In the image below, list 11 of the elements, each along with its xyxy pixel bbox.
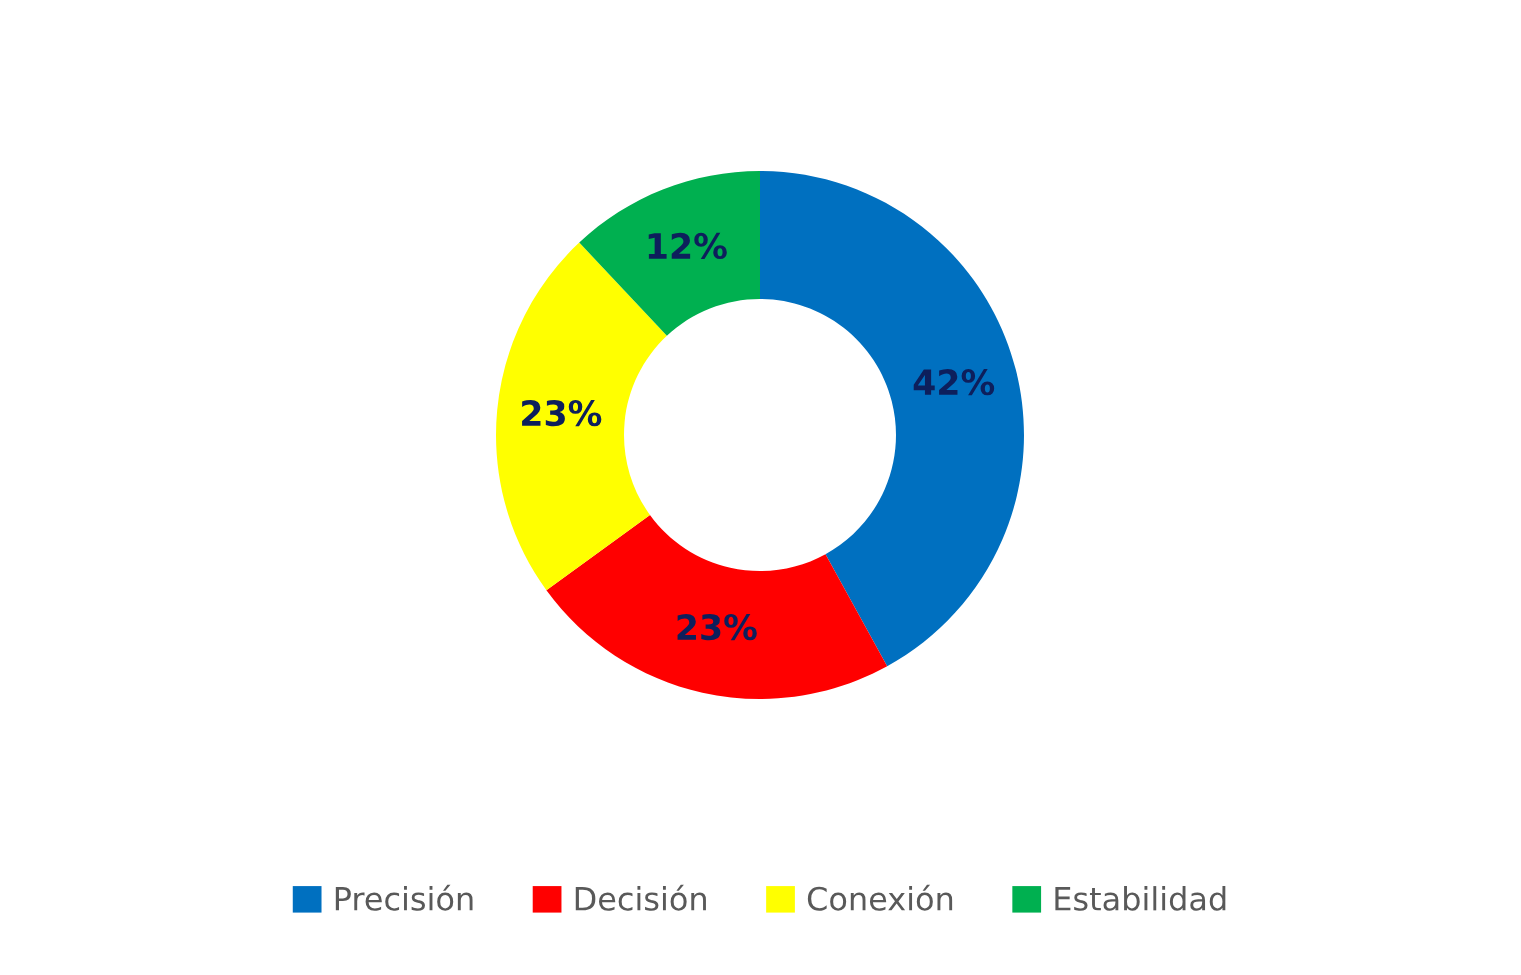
- legend-label: Estabilidad: [1055, 886, 1226, 911]
- data-label: 42%: [913, 369, 995, 396]
- donut-slice: [546, 514, 888, 699]
- data-label: 23%: [522, 399, 602, 427]
- legend-label: Precisión: [335, 884, 473, 911]
- donut-slice: [579, 171, 760, 336]
- data-label: 23%: [677, 613, 757, 641]
- donut-slice: [760, 171, 1024, 667]
- data-label: 12%: [648, 232, 727, 260]
- legend-label: Conexión: [807, 884, 953, 911]
- legend-label: Decisión: [575, 884, 706, 911]
